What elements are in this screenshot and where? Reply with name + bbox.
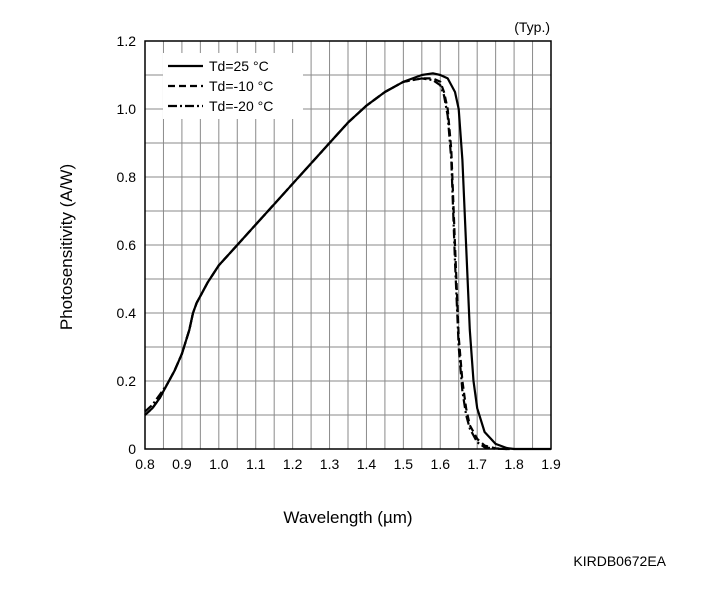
y-tick-label: 1.2: [117, 33, 137, 49]
figure-code: KIRDB0672EA: [573, 553, 666, 569]
legend-label: Td=-20 °C: [209, 98, 273, 114]
x-tick-label: 1.9: [541, 456, 561, 472]
plot-frame: [144, 40, 552, 450]
x-tick-label: 1.5: [394, 456, 414, 472]
x-tick-label: 1.8: [504, 456, 524, 472]
x-tick-label: 1.0: [209, 456, 229, 472]
x-axis-label: Wavelength (µm): [283, 508, 412, 527]
typ-note: (Typ.): [514, 19, 550, 35]
x-tick-label: 0.8: [135, 456, 155, 472]
x-tick-label: 1.6: [431, 456, 451, 472]
legend-label: Td=-10 °C: [209, 78, 273, 94]
x-tick-label: 1.1: [246, 456, 266, 472]
series-layer: [144, 72, 551, 451]
legend-box: [163, 53, 303, 119]
series-line: [144, 77, 507, 451]
y-tick-label: 0.2: [117, 373, 137, 389]
legend: Td=25 °C Td=-10 °C Td=-20 °C: [163, 53, 303, 119]
x-tick-label: 1.2: [283, 456, 303, 472]
tick-labels: 0.8 0.9 1.0 1.1 1.2 1.3 1.4 1.5 1.6 1.7 1.8 1.9 0 0.2…: [117, 33, 561, 472]
x-tick-label: 0.9: [172, 456, 192, 472]
y-tick-label: 0.6: [117, 237, 137, 253]
x-tick-label: 1.7: [467, 456, 487, 472]
y-tick-label: 0.4: [117, 305, 137, 321]
y-tick-label: 0: [128, 441, 136, 457]
legend-label: Td=25 °C: [209, 58, 269, 74]
y-tick-label: 0.8: [117, 169, 137, 185]
y-axis-label: Photosensitivity (A/W): [57, 164, 76, 330]
x-tick-label: 1.4: [357, 456, 377, 472]
x-tick-label: 1.3: [320, 456, 340, 472]
y-tick-label: 1.0: [117, 101, 137, 117]
